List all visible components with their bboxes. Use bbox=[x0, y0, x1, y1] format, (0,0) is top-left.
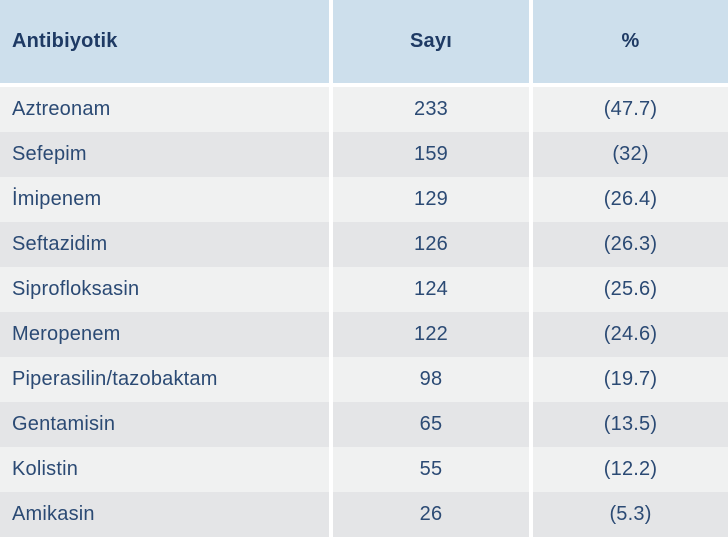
table-row: Gentamisin 65 (13.5) bbox=[0, 402, 728, 447]
col-header-antibiyotik: Antibiyotik bbox=[0, 0, 329, 83]
cell-percent: (13.5) bbox=[533, 402, 728, 447]
cell-percent: (24.6) bbox=[533, 312, 728, 357]
table-row: Kolistin 55 (12.2) bbox=[0, 447, 728, 492]
cell-antibiotic-name: Seftazidim bbox=[0, 222, 329, 267]
cell-count: 129 bbox=[333, 177, 529, 222]
cell-antibiotic-name: Aztreonam bbox=[0, 87, 329, 132]
cell-percent: (26.4) bbox=[533, 177, 728, 222]
cell-percent: (12.2) bbox=[533, 447, 728, 492]
cell-count: 65 bbox=[333, 402, 529, 447]
table-row: Sefepim 159 (32) bbox=[0, 132, 728, 177]
table-row: Piperasilin/tazobaktam 98 (19.7) bbox=[0, 357, 728, 402]
cell-count: 26 bbox=[333, 492, 529, 537]
table-row: İmipenem 129 (26.4) bbox=[0, 177, 728, 222]
col-header-percent: % bbox=[533, 0, 728, 83]
cell-antibiotic-name: İmipenem bbox=[0, 177, 329, 222]
cell-count: 233 bbox=[333, 87, 529, 132]
table-row: Meropenem 122 (24.6) bbox=[0, 312, 728, 357]
cell-antibiotic-name: Kolistin bbox=[0, 447, 329, 492]
cell-antibiotic-name: Gentamisin bbox=[0, 402, 329, 447]
cell-antibiotic-name: Siprofloksasin bbox=[0, 267, 329, 312]
cell-percent: (19.7) bbox=[533, 357, 728, 402]
cell-antibiotic-name: Amikasin bbox=[0, 492, 329, 537]
table-row: Siprofloksasin 124 (25.6) bbox=[0, 267, 728, 312]
table-header-row: Antibiyotik Sayı % bbox=[0, 0, 728, 83]
cell-count: 98 bbox=[333, 357, 529, 402]
table-row: Amikasin 26 (5.3) bbox=[0, 492, 728, 537]
cell-percent: (32) bbox=[533, 132, 728, 177]
cell-count: 55 bbox=[333, 447, 529, 492]
cell-percent: (47.7) bbox=[533, 87, 728, 132]
cell-antibiotic-name: Meropenem bbox=[0, 312, 329, 357]
col-header-sayi: Sayı bbox=[333, 0, 529, 83]
table-row: Seftazidim 126 (26.3) bbox=[0, 222, 728, 267]
table-row: Aztreonam 233 (47.7) bbox=[0, 87, 728, 132]
cell-count: 122 bbox=[333, 312, 529, 357]
cell-count: 124 bbox=[333, 267, 529, 312]
cell-antibiotic-name: Sefepim bbox=[0, 132, 329, 177]
cell-count: 126 bbox=[333, 222, 529, 267]
cell-percent: (26.3) bbox=[533, 222, 728, 267]
cell-percent: (25.6) bbox=[533, 267, 728, 312]
cell-percent: (5.3) bbox=[533, 492, 728, 537]
cell-antibiotic-name: Piperasilin/tazobaktam bbox=[0, 357, 329, 402]
cell-count: 159 bbox=[333, 132, 529, 177]
